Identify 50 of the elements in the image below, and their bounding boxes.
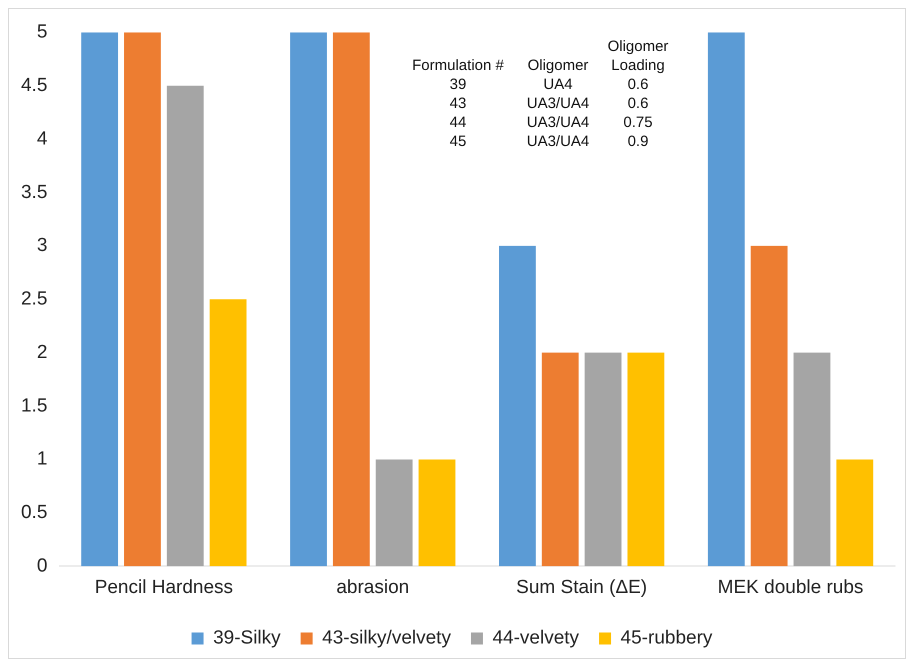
bar bbox=[124, 32, 161, 566]
annotation: UA3/UA4 bbox=[526, 113, 590, 132]
bar bbox=[290, 32, 327, 566]
y-tick-label: 5 bbox=[36, 22, 48, 43]
bar bbox=[794, 352, 830, 566]
legend-label: 43-silky/velvety bbox=[322, 628, 452, 649]
annotation: Oligomer bbox=[526, 56, 590, 75]
annotation: 45 bbox=[448, 132, 468, 151]
legend-label: 44-velvety bbox=[492, 628, 580, 649]
y-tick-label: 1.5 bbox=[20, 395, 48, 416]
annotation: 44 bbox=[448, 113, 468, 132]
y-tick-label: 1 bbox=[36, 448, 48, 470]
y-tick-label: 2 bbox=[36, 342, 48, 363]
annotation: UA3/UA4 bbox=[526, 94, 590, 113]
y-tick-label: 0 bbox=[36, 555, 48, 576]
x-tick-label: MEK double rubs bbox=[718, 576, 864, 598]
annotation: 39 bbox=[448, 75, 468, 94]
legend-label: 39-Silky bbox=[213, 628, 282, 649]
annotation: Oligomer Loading bbox=[606, 37, 670, 75]
y-tick-label: 3 bbox=[36, 235, 48, 256]
bar bbox=[750, 246, 788, 566]
legend-label: 45-rubbery bbox=[620, 628, 713, 649]
annotation: 0.9 bbox=[626, 132, 650, 151]
bar bbox=[499, 246, 536, 566]
annotation: UA3/UA4 bbox=[526, 132, 590, 151]
annotation: 0.6 bbox=[626, 75, 650, 94]
annotation: 0.6 bbox=[626, 94, 650, 113]
bar bbox=[627, 352, 664, 566]
bar bbox=[708, 32, 745, 566]
x-tick-label: abrasion bbox=[336, 576, 410, 598]
y-tick-label: 0.5 bbox=[20, 502, 48, 524]
y-tick-label: 3.5 bbox=[20, 182, 48, 203]
bar bbox=[418, 459, 456, 566]
x-tick-label: Sum Stain (ΔE) bbox=[516, 576, 648, 598]
bar bbox=[584, 352, 622, 566]
annotation: Formulation # bbox=[411, 56, 505, 75]
bar bbox=[166, 86, 204, 566]
y-tick-label: 2.5 bbox=[20, 288, 48, 310]
bar bbox=[81, 32, 118, 566]
x-tick-label: Pencil Hardness bbox=[94, 576, 234, 598]
bar bbox=[836, 459, 874, 566]
bar bbox=[210, 299, 247, 566]
bar bbox=[376, 459, 413, 566]
bar bbox=[332, 32, 370, 566]
annotation: 43 bbox=[448, 94, 468, 113]
y-tick-label: 4 bbox=[36, 128, 48, 150]
annotation: UA4 bbox=[542, 75, 574, 94]
annotation: 0.75 bbox=[622, 113, 654, 132]
bar bbox=[542, 352, 579, 566]
y-tick-label: 4.5 bbox=[20, 75, 48, 96]
